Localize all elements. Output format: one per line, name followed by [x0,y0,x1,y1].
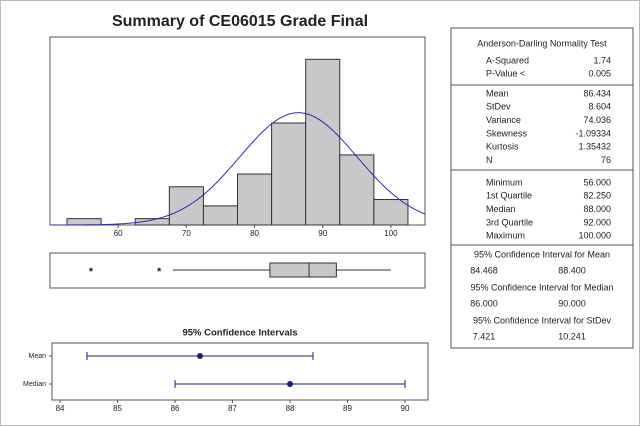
x-tick-label: 88 [286,404,295,413]
interval-label: 95% Confidence Interval for StDev [473,315,612,325]
x-tick-label: 80 [250,229,259,238]
normal-fit [50,112,426,226]
y-tick-label: Median [23,381,46,388]
stat-label: Median [486,204,516,214]
interval-high: 10.241 [558,331,586,341]
bar [339,154,375,226]
x-tick-label: 85 [113,404,122,413]
bar [373,199,409,226]
x-tick-label: 89 [343,404,352,413]
bar [168,186,204,226]
stat-label: Mean [486,88,509,98]
stat-label: Variance [486,115,521,125]
box [269,262,337,278]
bar [202,205,238,226]
x-tick-label: 86 [171,404,180,413]
title: Summary of CE06015 Grade Final [112,13,368,30]
x-tick-label: 90 [318,229,327,238]
stat-value: 74.036 [583,115,611,125]
stat-value: 92.000 [583,217,611,227]
bar [271,122,307,226]
stat-label: StDev [486,102,511,112]
bar [237,173,273,226]
stat-value: 88.000 [583,204,611,214]
x-tick-label: 60 [114,229,123,238]
stat-label: Maximum [486,231,525,241]
interval-label: 95% Confidence Interval for Mean [474,249,610,259]
x-tick-label: 84 [56,404,65,413]
estimate [287,381,294,387]
stat-value: 82.250 [583,191,611,201]
outlier: * [157,266,162,278]
stat-value: 0.005 [588,68,611,78]
ci-frame [51,342,429,401]
estimate [196,353,203,359]
outlier: * [89,266,94,278]
interval-label: 95% Confidence Interval for Median [470,282,613,292]
stat-label: A-Squared [486,55,529,65]
stat-label: Minimum [486,177,523,187]
x-tick-label: 70 [182,229,191,238]
y-tick-label: Mean [28,353,46,360]
bar [305,58,341,226]
stats-frame [450,27,634,349]
interval-low: 84.468 [470,265,498,275]
bar [66,218,102,226]
stat-label: P-Value < [486,68,525,78]
interval-low: 7.421 [473,331,496,341]
interval-low: 86.000 [470,298,498,308]
stat-label: N [486,155,493,165]
x-tick-label: 90 [401,404,410,413]
stat-value: 100.000 [578,231,611,241]
x-tick-label: 100 [384,229,398,238]
stat-value: 1.35432 [578,142,611,152]
stat-value: 1.74 [593,55,611,65]
stat-label: 1st Quartile [486,191,532,201]
stat-value: 86.434 [583,88,611,98]
stat-value: 76 [601,155,611,165]
stat-value: -1.09334 [575,128,611,138]
stat-label: Kurtosis [486,142,519,152]
stat-value: 8.604 [588,102,611,112]
interval-high: 88.400 [558,265,586,275]
stat-label: Skewness [486,128,528,138]
stats-title: Anderson-Darling Normality Test [477,38,607,48]
stat-label: 3rd Quartile [486,217,533,227]
x-tick-label: 87 [228,404,237,413]
stat-value: 56.000 [583,177,611,187]
ci-title: 95% Confidence Intervals [182,328,297,339]
interval-high: 90.000 [558,298,586,308]
